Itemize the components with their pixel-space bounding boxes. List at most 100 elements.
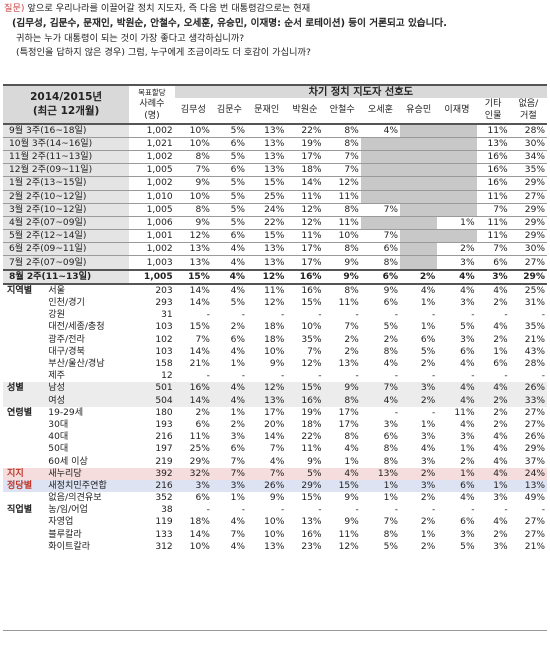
value-cell: -	[318, 310, 322, 321]
value-cell: 4%	[269, 456, 285, 467]
value-cell: 10%	[174, 137, 212, 151]
value-cell: 11%	[286, 229, 324, 244]
value-cell: 1%	[437, 467, 477, 480]
value-cell: 5%	[211, 150, 248, 165]
table-row: 연령별 19-29세 180 2% 1% 17% 19% 17% - - 11% 2% 27%	[3, 407, 547, 419]
subgroup-label: 새누리당	[42, 467, 130, 480]
sample-size: 180	[155, 407, 173, 418]
sample-size: 119	[155, 517, 173, 528]
value-cell: 4%	[360, 123, 401, 138]
value-cell: 29%	[189, 456, 210, 467]
value-cell: 3%	[211, 479, 248, 492]
value-cell: 3%	[420, 456, 436, 467]
value-cell: 21%	[524, 541, 545, 552]
value-cell: -	[432, 407, 436, 418]
value-cell: 1%	[420, 322, 436, 333]
value-cell: 4%	[360, 394, 401, 407]
value-cell: 11%	[264, 285, 285, 296]
value-cell: 22%	[247, 216, 287, 231]
value-cell	[400, 216, 438, 231]
value-cell: 10%	[323, 229, 361, 244]
value-cell: 14%	[189, 346, 210, 357]
value-cell: 2%	[344, 334, 359, 345]
value-cell: 4%	[460, 285, 475, 296]
question-candidates: (김무성, 김문수, 문재인, 박원순, 안철수, 오세훈, 유승민, 이재명:…	[12, 18, 447, 29]
value-cell: 9%	[383, 285, 399, 296]
value-cell: 3%	[400, 479, 438, 492]
value-cell: 6%	[476, 255, 510, 271]
value-cell: 1%	[230, 407, 246, 418]
value-cell: 15%	[323, 479, 361, 492]
sample-size: 312	[155, 541, 173, 552]
value-cell: 2%	[493, 298, 508, 309]
value-cell: -	[471, 310, 475, 321]
value-cell	[437, 123, 477, 138]
table-row: 50대 197 25% 6% 7% 11% 4% 8% 4% 1% 4% 29%	[3, 443, 547, 455]
value-cell: 9%	[269, 493, 285, 504]
sample-size: 504	[129, 394, 175, 407]
value-cell: 7%	[174, 163, 212, 178]
value-cell	[360, 137, 401, 151]
value-cell: 3%	[460, 529, 475, 540]
value-cell: 5%	[211, 176, 248, 191]
value-cell: 7%	[307, 346, 322, 357]
value-cell: 3%	[460, 432, 475, 443]
segment-label	[3, 334, 42, 346]
value-cell: 11%	[189, 432, 210, 443]
value-cell: 16%	[286, 394, 324, 407]
table-row: 강원 31 - - - - - - - - - -	[3, 309, 547, 321]
value-cell: 16%	[476, 163, 510, 178]
segment-label	[3, 492, 42, 504]
value-cell: 1%	[344, 456, 359, 467]
period-label: 12월 2주(09~11일)	[3, 163, 130, 178]
value-cell: 1%	[420, 298, 436, 309]
value-cell: 29%	[524, 444, 545, 455]
period-label: 10월 3주(14~16일)	[3, 137, 130, 151]
question-line-2: (김무성, 김문수, 문재인, 박원순, 안철수, 오세훈, 유승민, 이재명:…	[12, 17, 447, 30]
subgroup-label: 블루칼라	[48, 529, 82, 540]
period-label: 3월 2주(10~12일)	[3, 203, 130, 217]
subgroup-label: 대전/세종/충청	[48, 322, 105, 333]
value-cell: 12%	[323, 176, 361, 191]
value-cell: 3%	[383, 419, 399, 430]
sample-size: 1,021	[129, 137, 175, 151]
value-cell: 6%	[195, 493, 210, 504]
segment-label	[3, 443, 42, 455]
value-cell: 4%	[211, 394, 248, 407]
table-row: 5월 2주(12~14일) 1,001 12% 6% 15% 11% 10% 7% 11% 29%	[3, 229, 547, 244]
value-cell: 4%	[493, 444, 508, 455]
value-cell: -	[355, 371, 359, 382]
value-cell: 2%	[420, 359, 436, 370]
segment-label: 연령별	[7, 407, 33, 418]
table-row: 6월 2주(09~11일) 1,002 13% 4% 13% 17% 8% 6% 2% 7% 30%	[3, 242, 547, 257]
sample-size: 1,010	[129, 190, 175, 204]
value-cell: 10%	[174, 123, 212, 138]
value-cell: -	[318, 371, 322, 382]
value-cell: 29%	[509, 268, 547, 285]
value-cell: -	[206, 310, 210, 321]
value-cell: 6%	[460, 517, 475, 528]
sample-size: 1,002	[129, 150, 175, 165]
value-cell: 2%	[493, 334, 508, 345]
value-cell	[400, 137, 438, 151]
value-cell: 16%	[301, 285, 322, 296]
value-cell: 4%	[493, 432, 508, 443]
value-cell: 6%	[493, 359, 508, 370]
value-cell: 4%	[437, 268, 477, 285]
value-cell: 1%	[420, 419, 436, 430]
table-row: 정당별 새정치민주연합 216 3% 3% 26% 29% 15% 1% 3% 6% 1% 13%	[3, 479, 547, 492]
value-cell: 12%	[286, 203, 324, 217]
subgroup-label: 50대	[48, 444, 69, 455]
value-cell	[360, 216, 401, 231]
table-row: 대전/세종/충청 103 15% 2% 18% 10% 7% 5% 1% 5% 4% 35%	[3, 321, 547, 333]
value-cell: 8%	[360, 255, 401, 271]
value-cell: 6%	[460, 346, 475, 357]
value-cell: 2%	[493, 529, 508, 540]
value-cell: 7%	[269, 444, 285, 455]
value-cell: -	[355, 505, 359, 516]
value-cell: 7%	[230, 529, 246, 540]
value-cell: 13%	[174, 242, 212, 257]
value-cell: 2%	[400, 467, 438, 480]
value-cell: 6%	[211, 229, 248, 244]
value-cell: 16%	[476, 150, 510, 165]
